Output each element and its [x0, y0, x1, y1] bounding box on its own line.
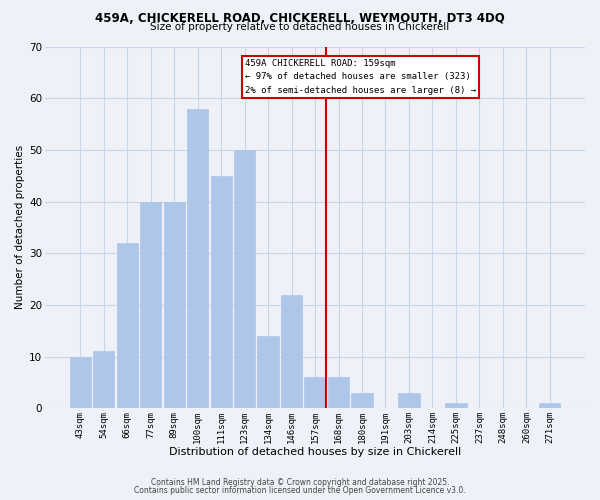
Bar [211, 176, 232, 408]
Bar [304, 378, 326, 408]
Bar [164, 202, 185, 408]
Text: Size of property relative to detached houses in Chickerell: Size of property relative to detached ho… [151, 22, 449, 32]
Bar [257, 336, 278, 408]
Bar [187, 108, 208, 408]
Text: 459A, CHICKERELL ROAD, CHICKERELL, WEYMOUTH, DT3 4DQ: 459A, CHICKERELL ROAD, CHICKERELL, WEYMO… [95, 12, 505, 24]
Bar [116, 243, 138, 408]
Bar [328, 378, 349, 408]
Bar [93, 352, 114, 408]
Bar [539, 403, 560, 408]
Text: 459A CHICKERELL ROAD: 159sqm
← 97% of detached houses are smaller (323)
2% of se: 459A CHICKERELL ROAD: 159sqm ← 97% of de… [245, 59, 476, 94]
Text: Contains public sector information licensed under the Open Government Licence v3: Contains public sector information licen… [134, 486, 466, 495]
Bar [352, 393, 373, 408]
Bar [445, 403, 467, 408]
X-axis label: Distribution of detached houses by size in Chickerell: Distribution of detached houses by size … [169, 448, 461, 458]
Bar [234, 150, 255, 408]
Bar [70, 356, 91, 408]
Bar [398, 393, 419, 408]
Y-axis label: Number of detached properties: Number of detached properties [15, 146, 25, 310]
Text: Contains HM Land Registry data © Crown copyright and database right 2025.: Contains HM Land Registry data © Crown c… [151, 478, 449, 487]
Bar [281, 294, 302, 408]
Bar [140, 202, 161, 408]
